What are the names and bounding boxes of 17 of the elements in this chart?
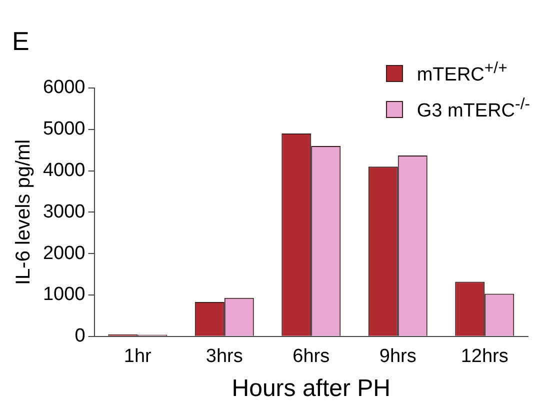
- legend-label: G3 mTERC$^{-/-}$: [416, 96, 530, 123]
- y-axis-title: IL-6 levels pg/ml: [12, 139, 35, 286]
- legend-label: mTERC$^{+/+}$: [416, 60, 508, 86]
- y-tick-label: 0: [74, 326, 86, 347]
- x-tick-label: 1hr: [124, 346, 152, 368]
- x-tick-label: 12hrs: [460, 346, 508, 368]
- y-tick-label: 2000: [42, 242, 86, 264]
- text: E: [12, 26, 30, 57]
- y-tick-label: 6000: [42, 77, 86, 98]
- y-tick-label: 3000: [42, 201, 86, 222]
- y-tick-label: 4000: [42, 160, 86, 182]
- x-tick-label: 9hrs: [379, 346, 416, 368]
- x-tick-label: 3hrs: [206, 346, 243, 368]
- x-axis-title: Hours after PH: [232, 375, 390, 402]
- x-tick-label: 6hrs: [292, 346, 330, 368]
- y-tick-label: 5000: [42, 118, 86, 140]
- y-tick-label: 1000: [42, 284, 86, 306]
